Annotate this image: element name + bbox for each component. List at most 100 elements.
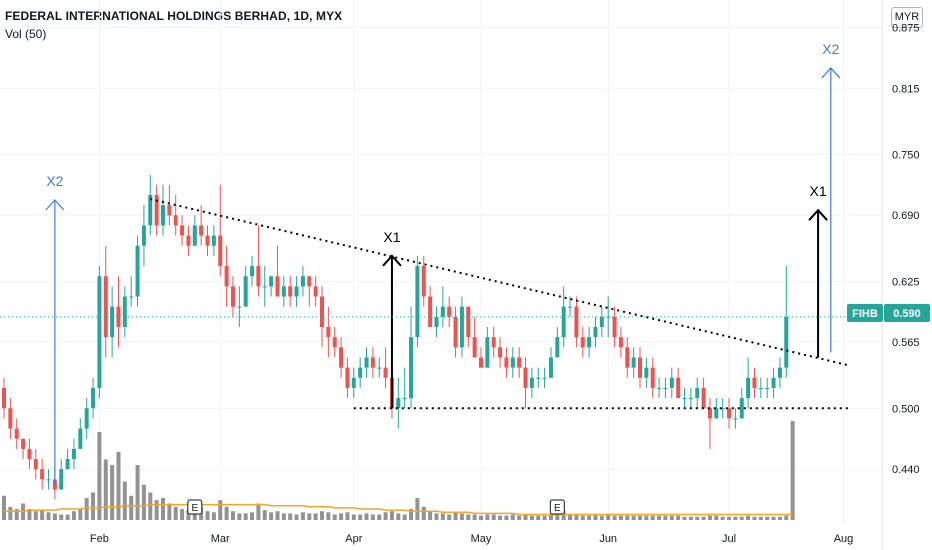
candle-body [676,377,681,399]
candle-body [771,377,776,388]
candle-body [428,296,433,327]
candle [129,276,134,307]
candle-body [657,387,662,389]
volume-bar [447,514,452,520]
candle-body [91,387,96,409]
candle [555,326,560,358]
candle-body [498,347,503,358]
candle-body [618,337,623,348]
candle [173,194,178,236]
candle [211,225,216,256]
volume-bar [396,513,401,520]
candle [720,398,725,419]
candle-body [542,377,547,379]
volume-bar [625,515,630,520]
volume-bar [237,513,242,520]
candle-body [275,276,280,297]
candle-body [453,316,458,348]
candle-body [364,357,369,368]
candle [21,438,26,460]
candle-body [479,357,483,368]
volume-bar [714,515,719,520]
candle [491,326,496,358]
candle-body [720,408,725,410]
candle-body [707,408,712,419]
candle [161,184,165,236]
candle [644,357,649,388]
candle [568,296,573,317]
candle-body [46,479,51,481]
y-tick-label: 0.440 [892,464,920,476]
projection-arrow: X1 [382,229,402,409]
candle-body [688,398,693,400]
candle-body [294,286,299,297]
volume-bar [345,512,350,520]
candle-body [103,276,108,338]
projection-arrow: X2 [45,173,65,485]
candle [548,347,553,378]
candle-body [466,306,471,338]
candle-body [574,306,579,338]
earnings-label: E [554,503,561,514]
candle [14,418,19,449]
volume-bar [733,516,738,520]
candle-body [230,286,235,307]
candle-body [472,337,477,358]
candle [714,398,719,419]
symbol-label: FIHB [852,308,878,320]
volume-bar [777,516,782,520]
x-tick-label: Aug [834,533,854,545]
volume-bar [529,515,534,520]
candle [237,286,242,327]
x-tick-label: May [471,533,492,545]
volume-bar [498,515,503,520]
y-tick-label: 0.750 [892,149,920,161]
candle [154,184,159,236]
candle [71,438,76,470]
candle-body [320,296,324,327]
candle [91,377,96,419]
candle [727,398,732,429]
price-axis[interactable]: 0.440 0.500 0.565 0.625 0.690 0.750 0.815 0.875 [881,0,920,550]
volume-bar [402,514,407,520]
candle-body [695,387,700,399]
volume-bar [606,514,611,520]
volume-bar [250,512,255,520]
volume-bar [415,498,420,520]
candle [599,306,604,338]
volume-indicator-label[interactable]: Vol (50) [5,27,47,41]
volume-bar [739,516,744,520]
candle [40,459,45,490]
volume-bar [421,506,426,520]
candle [440,286,445,327]
candle-body [269,276,274,287]
volume-bar [491,514,496,520]
currency-button[interactable]: MYR [891,7,923,28]
candle-body [281,286,286,297]
candle [765,377,770,399]
volume-bars [2,421,795,520]
candle-body [129,296,134,298]
candle [752,367,757,399]
volume-bar [650,515,655,520]
candle [676,367,681,399]
volume-bar [148,492,153,520]
x-tick-label: Mar [211,533,230,545]
candle-body [447,306,452,317]
last-price-tag: FIHB 0.590 [0,304,930,322]
volume-bar [657,515,662,520]
time-axis[interactable]: Feb Mar Apr May Jun Jul Aug [90,533,853,545]
candle-body [402,398,407,400]
volume-bar [765,516,770,520]
candle [2,377,6,419]
volume-bar [339,513,344,520]
volume-bar [84,498,89,520]
candle-body [224,266,229,287]
candle-body [2,387,6,409]
candle [307,276,312,307]
candle-body [434,316,439,327]
candle [663,377,668,399]
volume-bar [746,515,751,520]
candle-body [612,316,617,338]
